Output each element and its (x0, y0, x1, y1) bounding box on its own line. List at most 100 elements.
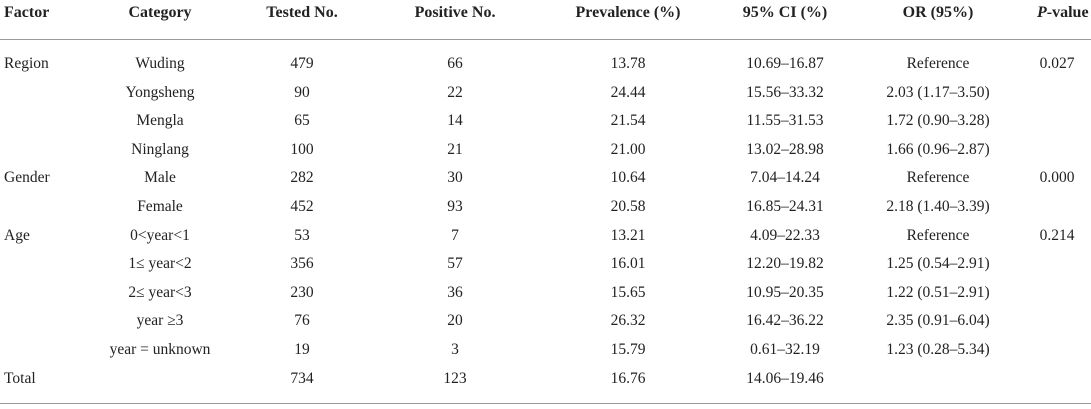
table-row: Female 452 93 20.58 16.85–24.31 2.18 (1.40–3.… (0, 197, 1091, 225)
cell-or: 2.35 (0.91–6.04) (886, 312, 990, 329)
cell-ci: 14.06–19.46 (746, 370, 824, 387)
cell-ci: 16.42–36.22 (746, 312, 824, 329)
cell-tested: 65 (294, 112, 310, 129)
bottom-rule (0, 403, 1091, 404)
cell-category: 0<year<1 (130, 227, 190, 244)
cell-tested: 479 (290, 55, 314, 72)
cell-category: Mengla (136, 112, 184, 129)
cell-positive: 123 (443, 370, 467, 387)
cell-factor: Region (4, 55, 49, 72)
cell-ci: 15.56–33.32 (746, 84, 824, 101)
cell-ci: 10.69–16.87 (746, 55, 824, 72)
cell-or: Reference (906, 169, 970, 186)
cell-category: Ninglang (131, 141, 189, 158)
cell-or: 1.23 (0.28–5.34) (886, 341, 990, 358)
header-ci: 95% CI (%) (742, 4, 828, 21)
header-tested: Tested No. (266, 4, 338, 21)
header-prevalence: Prevalence (%) (575, 4, 681, 21)
table-row: 2≤ year<3 230 36 15.65 10.95–20.35 1.22 (0.51… (0, 283, 1091, 311)
cell-tested: 19 (294, 341, 310, 358)
table-row: year = unknown 19 3 15.79 0.61–32.19 1.23 (0.… (0, 340, 1091, 368)
cell-ci: 0.61–32.19 (750, 341, 820, 358)
cell-tested: 356 (290, 255, 314, 272)
header-p-italic: P (1037, 4, 1047, 21)
table-row: Age 0<year<1 53 7 13.21 4.09–22.33 Reference 0.… (0, 226, 1091, 254)
header-positive: Positive No. (414, 4, 496, 21)
cell-ci: 4.09–22.33 (750, 227, 820, 244)
cell-ci: 13.02–28.98 (746, 141, 824, 158)
cell-positive: 66 (447, 55, 463, 72)
cell-category: year = unknown (109, 341, 211, 358)
cell-factor: Total (4, 370, 36, 387)
cell-p-value: 0.027 (1039, 55, 1075, 72)
cell-prevalence: 16.01 (610, 255, 646, 272)
table-row: Gender Male 282 30 10.64 7.04–14.24 Reference 0… (0, 168, 1091, 196)
table-row: Yongsheng 90 22 24.44 15.56–33.32 2.03 (1.17–… (0, 83, 1091, 111)
cell-category: Wuding (135, 55, 185, 72)
cell-tested: 452 (290, 198, 314, 215)
cell-tested: 90 (294, 84, 310, 101)
cell-positive: 93 (447, 198, 463, 215)
cell-prevalence: 13.21 (610, 227, 646, 244)
cell-ci: 12.20–19.82 (746, 255, 824, 272)
cell-positive: 22 (447, 84, 463, 101)
cell-or: Reference (906, 227, 970, 244)
cell-prevalence: 26.32 (610, 312, 646, 329)
table-row: year ≥3 76 20 26.32 16.42–36.22 2.35 (0.91–6.… (0, 311, 1091, 339)
cell-prevalence: 13.78 (610, 55, 646, 72)
cell-positive: 7 (451, 227, 459, 244)
cell-or: 2.18 (1.40–3.39) (886, 198, 990, 215)
header-category: Category (128, 4, 192, 21)
table-row: Total 734 123 16.76 14.06–19.46 (0, 369, 1091, 397)
header-p-value: P-value (1037, 3, 1089, 23)
cell-positive: 3 (451, 341, 459, 358)
cell-tested: 282 (290, 169, 314, 186)
cell-tested: 53 (294, 227, 310, 244)
table-row: 1≤ year<2 356 57 16.01 12.20–19.82 1.25 (0.54… (0, 254, 1091, 282)
cell-category: Female (137, 198, 183, 215)
cell-positive: 57 (447, 255, 463, 272)
table-row: Mengla 65 14 21.54 11.55–31.53 1.72 (0.90–3.2… (0, 111, 1091, 139)
cell-tested: 734 (290, 370, 314, 387)
cell-prevalence: 15.79 (610, 341, 646, 358)
cell-prevalence: 16.76 (610, 370, 646, 387)
cell-prevalence: 20.58 (610, 198, 646, 215)
cell-or: 1.22 (0.51–2.91) (886, 284, 990, 301)
cell-category: Yongsheng (125, 84, 195, 101)
cell-or: Reference (906, 55, 970, 72)
header-p-rest: -value (1046, 4, 1089, 21)
cell-category: year ≥3 (136, 312, 184, 329)
cell-ci: 11.55–31.53 (746, 112, 824, 129)
cell-or: 1.72 (0.90–3.28) (886, 112, 990, 129)
cell-prevalence: 21.00 (610, 141, 646, 158)
cell-or: 1.66 (0.96–2.87) (886, 141, 990, 158)
cell-p-value: 0.214 (1039, 227, 1075, 244)
cell-ci: 7.04–14.24 (750, 169, 820, 186)
cell-positive: 14 (447, 112, 463, 129)
table-header: Factor Category Tested No. Positive No. … (0, 0, 1091, 30)
cell-factor: Gender (4, 169, 50, 186)
cell-positive: 30 (447, 169, 463, 186)
cell-ci: 16.85–24.31 (746, 198, 824, 215)
cell-factor: Age (4, 227, 30, 244)
cell-prevalence: 10.64 (610, 169, 646, 186)
table-row: Region Wuding 479 66 13.78 10.69–16.87 Referen… (0, 54, 1091, 82)
cell-p-value: 0.000 (1039, 169, 1075, 186)
cell-prevalence: 24.44 (610, 84, 646, 101)
cell-category: 1≤ year<2 (128, 255, 192, 272)
cell-prevalence: 15.65 (610, 284, 646, 301)
header-or: OR (95%) (902, 4, 974, 21)
cell-or: 2.03 (1.17–3.50) (886, 84, 990, 101)
cell-category: 2≤ year<3 (128, 284, 192, 301)
header-factor: Factor (4, 4, 50, 21)
cell-positive: 20 (447, 312, 463, 329)
cell-positive: 36 (447, 284, 463, 301)
cell-tested: 230 (290, 284, 314, 301)
cell-positive: 21 (447, 141, 463, 158)
cell-or: 1.25 (0.54–2.91) (886, 255, 990, 272)
cell-tested: 76 (294, 312, 310, 329)
cell-prevalence: 21.54 (610, 112, 646, 129)
cell-category: Male (144, 169, 176, 186)
cell-ci: 10.95–20.35 (746, 284, 824, 301)
header-rule (0, 39, 1091, 40)
